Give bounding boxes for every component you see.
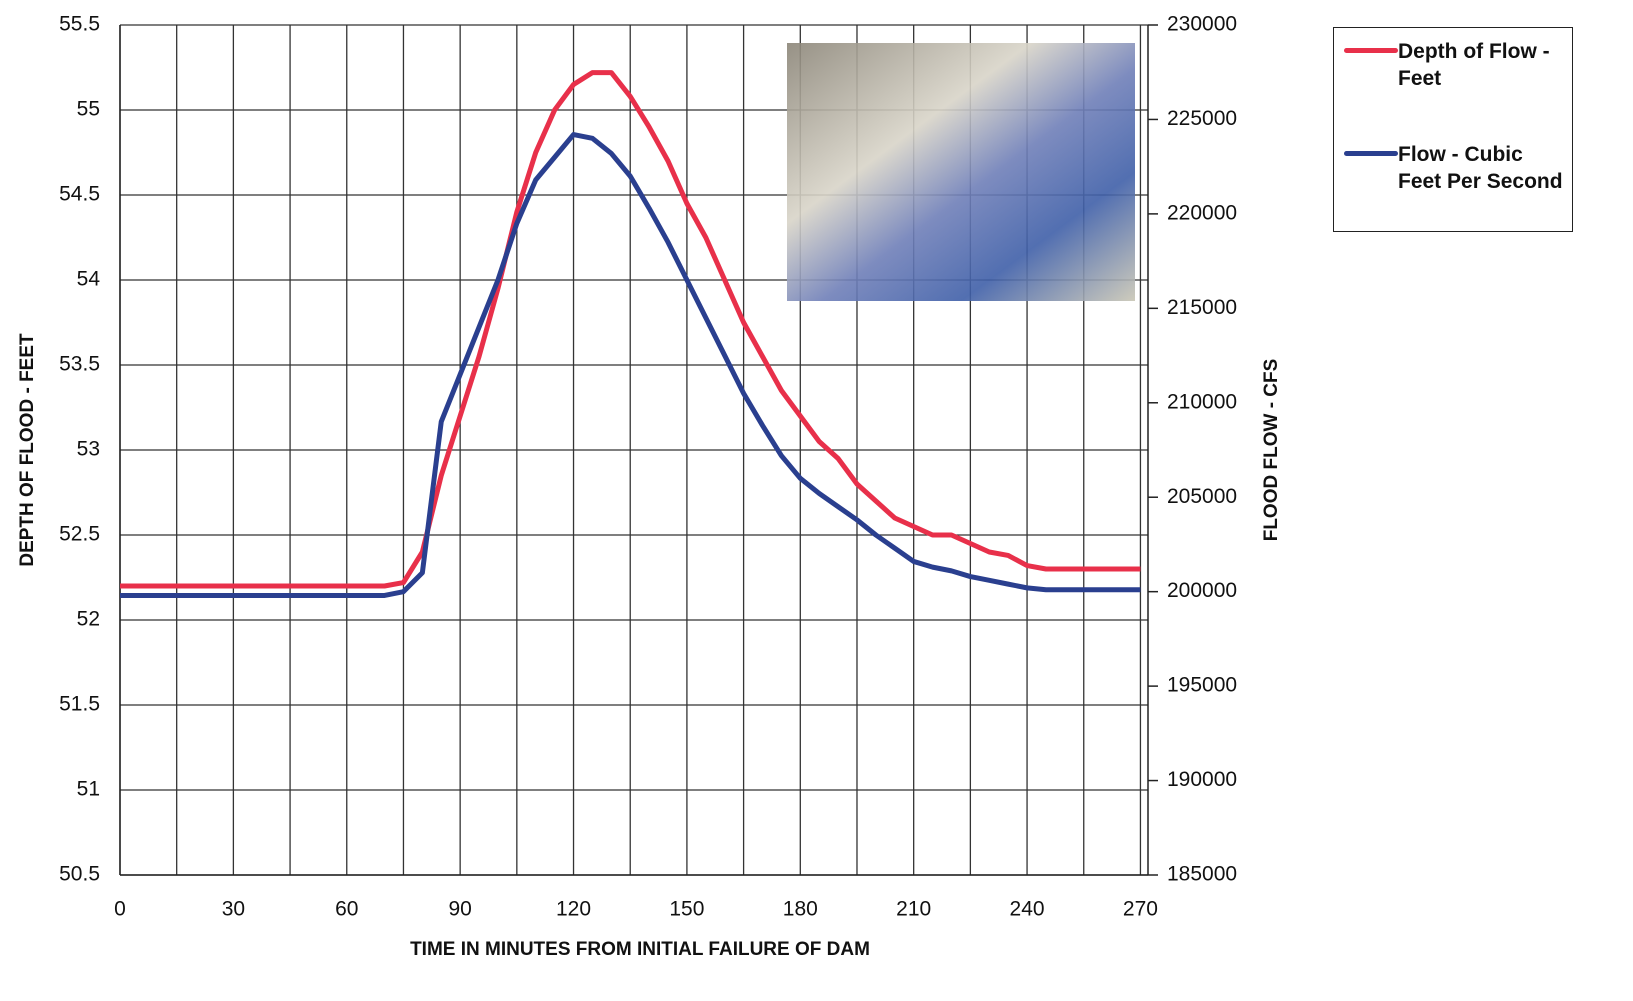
y2-tick-label: 205000 xyxy=(1167,485,1237,508)
y2-tick-label: 220000 xyxy=(1167,201,1237,224)
legend: Depth of Flow - Feet Flow - Cubic Feet Pe… xyxy=(1333,27,1573,232)
x-tick-label: 210 xyxy=(896,898,931,921)
x-tick-label: 150 xyxy=(669,898,704,921)
legend-swatch xyxy=(1344,48,1398,53)
y2-tick-label: 230000 xyxy=(1167,13,1237,36)
legend-label: Flow - Cubic Feet Per Second xyxy=(1398,143,1563,193)
y2-tick-label: 225000 xyxy=(1167,107,1237,130)
x-tick-label: 30 xyxy=(222,898,245,921)
y2-tick-label: 195000 xyxy=(1167,674,1237,697)
x-tick-label: 120 xyxy=(556,898,591,921)
y-tick-label: 54 xyxy=(77,268,101,291)
x-axis-title: TIME IN MINUTES FROM INITIAL FAILURE OF … xyxy=(410,939,870,960)
y2-tick-label: 200000 xyxy=(1167,579,1237,602)
x-tick-label: 60 xyxy=(335,898,358,921)
legend-label: Depth of Flow - Feet xyxy=(1398,40,1550,90)
y-tick-label: 52 xyxy=(77,608,100,631)
y-tick-label: 50.5 xyxy=(59,863,100,886)
y-tick-label: 53 xyxy=(77,438,100,461)
data-line xyxy=(120,70,1141,589)
x-tick-label: 240 xyxy=(1010,898,1045,921)
y2-axis-title: FLOOD FLOW - CFS xyxy=(1261,359,1282,542)
x-tick-label: 180 xyxy=(783,898,818,921)
y2-tick-label: 215000 xyxy=(1167,296,1237,319)
y2-tick-label: 190000 xyxy=(1167,768,1237,791)
x-tick-label: 90 xyxy=(448,898,471,921)
y-axis-title: DEPTH OF FLOOD - FEET xyxy=(17,333,38,567)
y2-tick-label: 185000 xyxy=(1167,863,1237,886)
y-tick-label: 51.5 xyxy=(59,693,100,716)
y2-tick-label: 210000 xyxy=(1167,390,1237,413)
y-tick-label: 55.5 xyxy=(59,13,100,36)
y-tick-label: 52.5 xyxy=(59,523,100,546)
inset-photo xyxy=(787,43,1135,301)
y-tick-label: 55 xyxy=(77,98,100,121)
legend-entry: Depth of Flow - Feet xyxy=(1344,38,1568,92)
x-tick-label: 0 xyxy=(114,898,126,921)
y-tick-label: 51 xyxy=(77,778,100,801)
legend-entry: Flow - Cubic Feet Per Second xyxy=(1344,141,1568,195)
y-tick-label: 53.5 xyxy=(59,353,100,376)
x-tick-label: 270 xyxy=(1123,898,1158,921)
y-tick-label: 54.5 xyxy=(59,183,100,206)
legend-swatch xyxy=(1344,151,1398,156)
data-line xyxy=(120,132,1141,598)
